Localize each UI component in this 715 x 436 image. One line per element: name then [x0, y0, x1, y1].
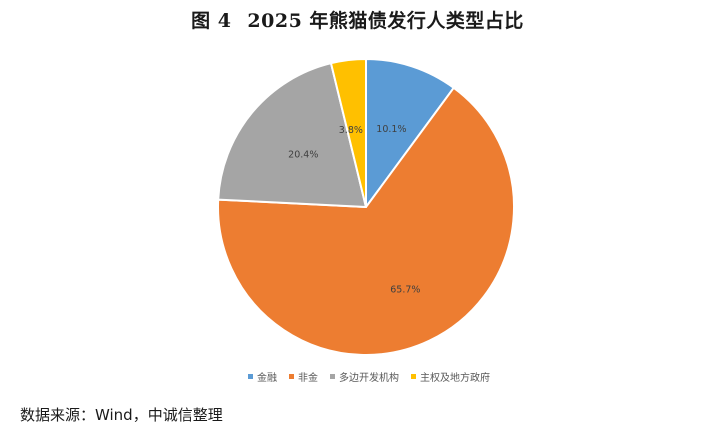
- data-label-finance: 10.1%: [376, 124, 406, 135]
- legend-item-non-finance: 非金: [289, 369, 318, 384]
- legend-swatch-non-finance: [289, 374, 294, 379]
- legend-label-multilateral: 多边开发机构: [339, 373, 399, 384]
- legend-label-finance: 金融: [257, 373, 277, 384]
- legend-swatch-multilateral: [330, 374, 335, 379]
- pie-slice-multilateral: [217, 62, 367, 208]
- data-label-multilateral: 20.4%: [288, 150, 318, 161]
- legend-label-non-finance: 非金: [298, 373, 318, 384]
- pie-slice-sovereign: [329, 58, 367, 208]
- legend-item-finance: 金融: [248, 369, 277, 384]
- data-label-sovereign: 3.8%: [339, 125, 363, 136]
- legend-item-sovereign: 主权及地方政府: [411, 369, 490, 384]
- legend-label-sovereign: 主权及地方政府: [420, 373, 490, 384]
- figure-label: 图 4: [191, 10, 232, 32]
- legend-swatch-sovereign: [411, 374, 416, 379]
- legend-item-multilateral: 多边开发机构: [330, 369, 399, 384]
- data-label-non-finance: 65.7%: [390, 284, 420, 295]
- legend-swatch-finance: [248, 374, 253, 379]
- source-note: 数据来源：Wind，中诚信整理: [20, 406, 223, 424]
- pie-slice-non-finance: [217, 86, 515, 356]
- chart-legend: 金融 非金 多边开发机构 主权及地方政府: [248, 369, 490, 384]
- chart-title: 图 4 2025 年熊猫债发行人类型占比: [0, 6, 715, 33]
- pie-slice-finance: [365, 58, 455, 208]
- figure-title: 2025 年熊猫债发行人类型占比: [247, 10, 524, 32]
